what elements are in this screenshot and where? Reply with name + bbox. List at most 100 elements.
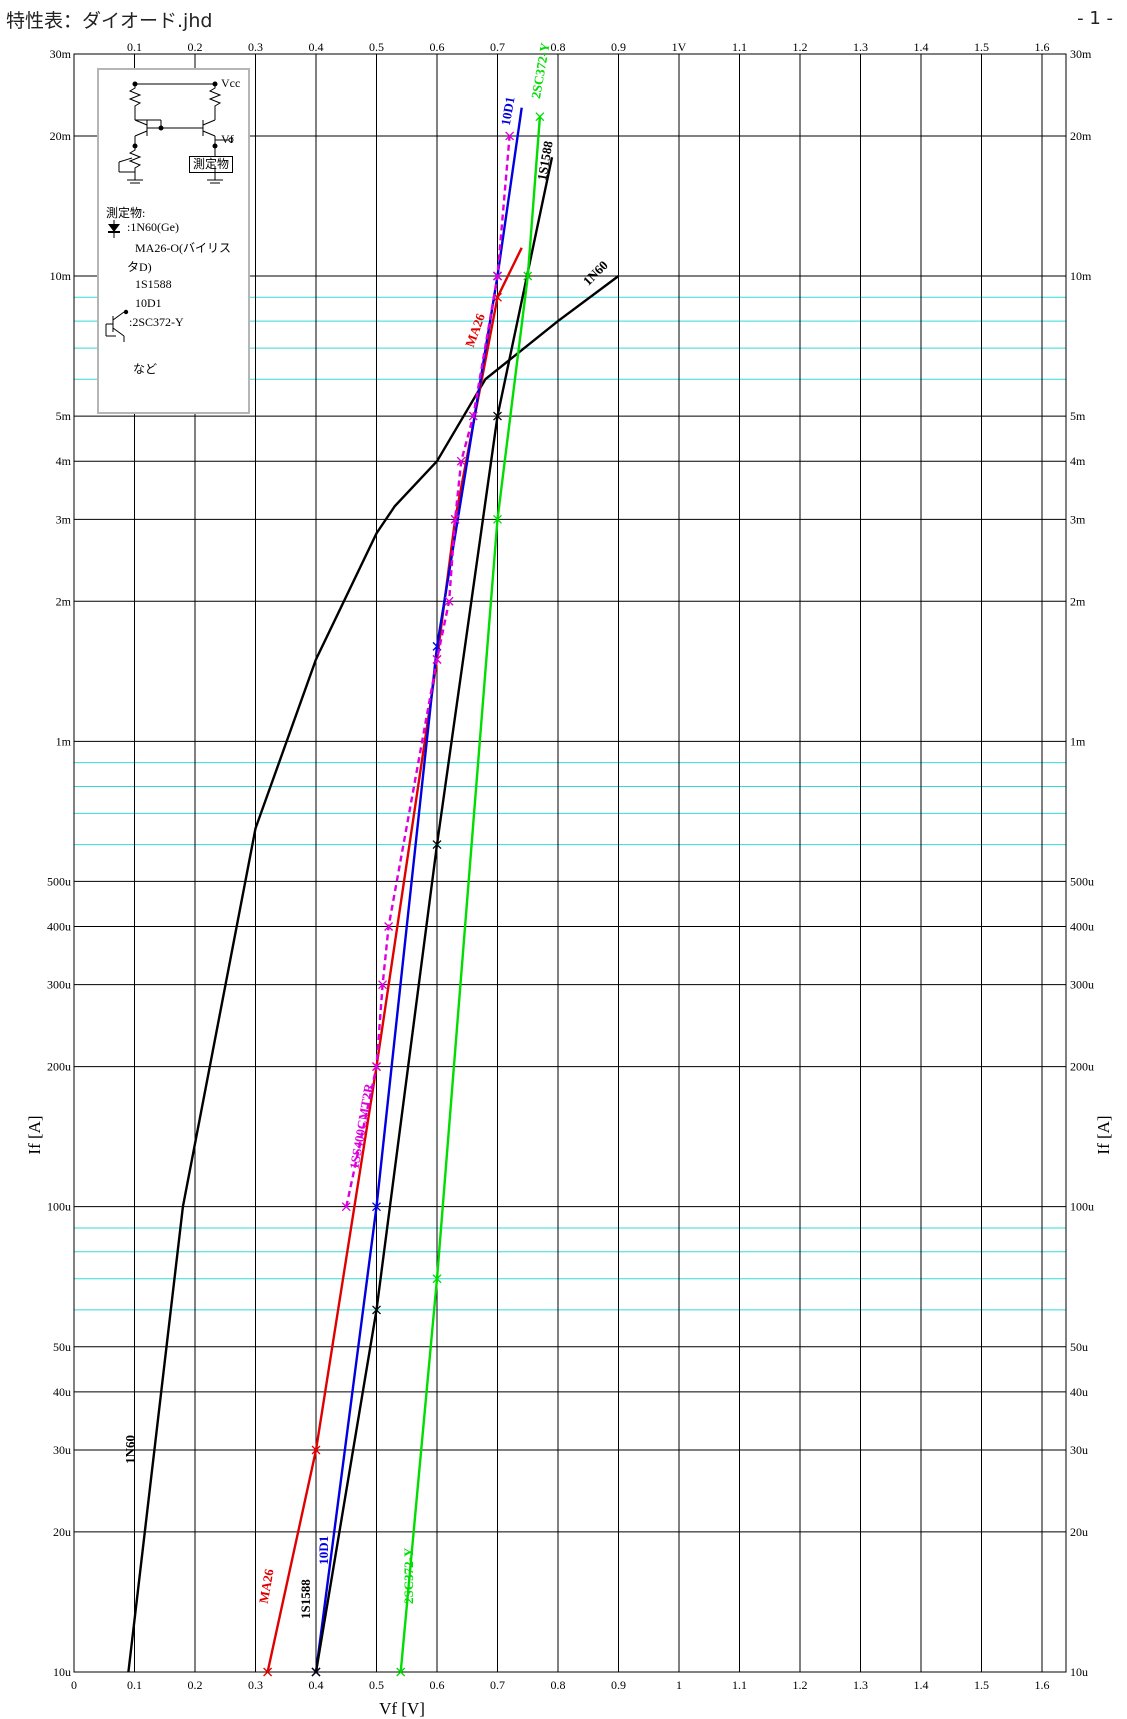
- dut-item-1s1588: 1S1588: [135, 277, 172, 291]
- data-point-marker: [263, 1667, 273, 1677]
- y-axis-label-left: If [A]: [25, 1115, 44, 1154]
- diode-icon: [108, 220, 120, 238]
- y-tick-right: 50u: [1070, 1340, 1088, 1354]
- data-point-marker: [493, 514, 502, 524]
- data-point-marker: [311, 1445, 321, 1455]
- data-point-marker: [432, 1274, 442, 1284]
- series-line-10d1: [314, 107, 523, 1673]
- y-tick-left: 10m: [50, 269, 72, 283]
- x-tick-top: 1V: [672, 40, 687, 54]
- y-tick-left: 30m: [50, 47, 72, 61]
- data-point-marker: [341, 1202, 351, 1212]
- circuit-schematic: [118, 81, 234, 184]
- x-tick-bottom: 1.3: [853, 1678, 868, 1692]
- curve-label: 1S1588: [298, 1579, 313, 1619]
- x-tick-bottom: 1.1: [732, 1678, 747, 1692]
- x-tick-bottom: 1.4: [914, 1678, 929, 1692]
- dut-item-2sc372: :2SC372-Y: [129, 315, 184, 329]
- x-tick-bottom: 0.8: [551, 1678, 566, 1692]
- data-point-marker: [384, 922, 394, 931]
- data-point-marker: [372, 1305, 381, 1315]
- x-axis-label: Vf [V]: [379, 1699, 425, 1718]
- dut-item-ma26: MA26-O(バイリス: [135, 241, 231, 255]
- y-tick-left: 500u: [47, 874, 71, 888]
- x-tick-bottom: 0.5: [369, 1678, 384, 1692]
- data-point-marker: [456, 456, 466, 466]
- y-tick-right: 400u: [1070, 920, 1094, 934]
- x-tick-top: 0.1: [127, 40, 142, 54]
- series-line-1s1588: [314, 156, 554, 1673]
- dut-item-10d1: 10D1: [135, 296, 162, 310]
- data-point-marker: [432, 840, 442, 850]
- x-tick-top: 1.2: [793, 40, 808, 54]
- data-point-marker: [450, 514, 460, 524]
- chart-series: [127, 107, 620, 1677]
- y-tick-right: 10m: [1070, 269, 1092, 283]
- y-tick-left: 100u: [47, 1200, 71, 1214]
- curve-label: 1N60: [123, 1435, 138, 1464]
- y-tick-right: 30u: [1070, 1443, 1088, 1457]
- y-tick-left: 200u: [47, 1060, 71, 1074]
- y-tick-left: 4m: [56, 454, 72, 468]
- curve-label: MA26: [462, 311, 488, 349]
- y-tick-left: 50u: [53, 1340, 71, 1354]
- dut-item-ma26-cont: タD): [127, 260, 152, 274]
- x-tick-bottom: 0.1: [127, 1678, 142, 1692]
- y-axis-label-right: If [A]: [1094, 1115, 1113, 1154]
- chart-frame: [73, 53, 1067, 1673]
- x-tick-bottom: 0: [71, 1678, 77, 1692]
- data-point-marker: [535, 112, 545, 122]
- x-tick-bottom: 1.6: [1035, 1678, 1050, 1692]
- data-point-marker: [468, 411, 478, 421]
- x-tick-bottom: 0.2: [188, 1678, 203, 1692]
- curve-label: 10D1: [316, 1536, 331, 1565]
- y-tick-right: 200u: [1070, 1060, 1094, 1074]
- curve-label: 2SC372-Y: [528, 41, 553, 100]
- x-tick-top: 1.3: [853, 40, 868, 54]
- document-title: 特性表：ダイオード.jhd: [6, 10, 213, 32]
- chart-ticks: 0.1 0.2 0.3 0.4 0.5 0.6 0.7 0.8 0.9 1V 1.1 1.2 1.3 1.…: [47, 40, 1094, 1692]
- x-tick-top: 0.2: [188, 40, 203, 54]
- y-tick-right: 20u: [1070, 1525, 1088, 1539]
- x-tick-bottom: 0.3: [248, 1678, 263, 1692]
- data-point-marker: [432, 654, 442, 664]
- data-point-marker: [372, 1202, 381, 1212]
- plot-border: [73, 53, 1067, 1673]
- measurement-circuit-inset: Vcc Vf 測定物 測定物: :1N60(Ge) MA26-O(バイリス タD…: [97, 68, 250, 414]
- y-tick-left: 20m: [50, 129, 72, 143]
- y-tick-right: 500u: [1070, 874, 1094, 888]
- curve-label: MA26: [256, 1567, 277, 1604]
- y-tick-left: 400u: [47, 920, 71, 934]
- y-tick-right: 100u: [1070, 1200, 1094, 1214]
- data-point-marker: [493, 411, 502, 421]
- x-tick-bottom: 0.6: [430, 1678, 445, 1692]
- x-tick-bottom: 0.7: [490, 1678, 505, 1692]
- y-tick-left: 10u: [53, 1665, 71, 1679]
- y-tick-right: 1m: [1070, 734, 1086, 748]
- y-tick-left: 40u: [53, 1385, 71, 1399]
- vf-label: Vf: [221, 132, 234, 146]
- x-tick-top: 1.4: [914, 40, 929, 54]
- y-tick-left: 2m: [56, 594, 72, 608]
- y-tick-left: 5m: [56, 409, 72, 423]
- data-point-marker: [378, 980, 388, 990]
- y-tick-right: 20m: [1070, 129, 1092, 143]
- y-tick-right: 3m: [1070, 512, 1086, 526]
- x-tick-top: 0.7: [490, 40, 505, 54]
- x-tick-top: 1.6: [1035, 40, 1050, 54]
- series-line-1n60: [127, 275, 620, 1673]
- dut-item-1n60: :1N60(Ge): [127, 220, 179, 234]
- y-tick-right: 30m: [1070, 47, 1092, 61]
- y-tick-right: 300u: [1070, 978, 1094, 992]
- x-tick-bottom: 0.9: [611, 1678, 626, 1692]
- x-tick-top: 0.4: [309, 40, 324, 54]
- vcc-label: Vcc: [221, 76, 241, 90]
- x-tick-bottom: 1.5: [974, 1678, 989, 1692]
- y-tick-right: 10u: [1070, 1665, 1088, 1679]
- data-point-marker: [311, 1667, 321, 1677]
- dut-box: 測定物: [189, 156, 234, 173]
- y-tick-left: 30u: [53, 1443, 71, 1457]
- dut-heading: 測定物:: [106, 206, 146, 220]
- page-number: - 1 -: [1077, 8, 1113, 29]
